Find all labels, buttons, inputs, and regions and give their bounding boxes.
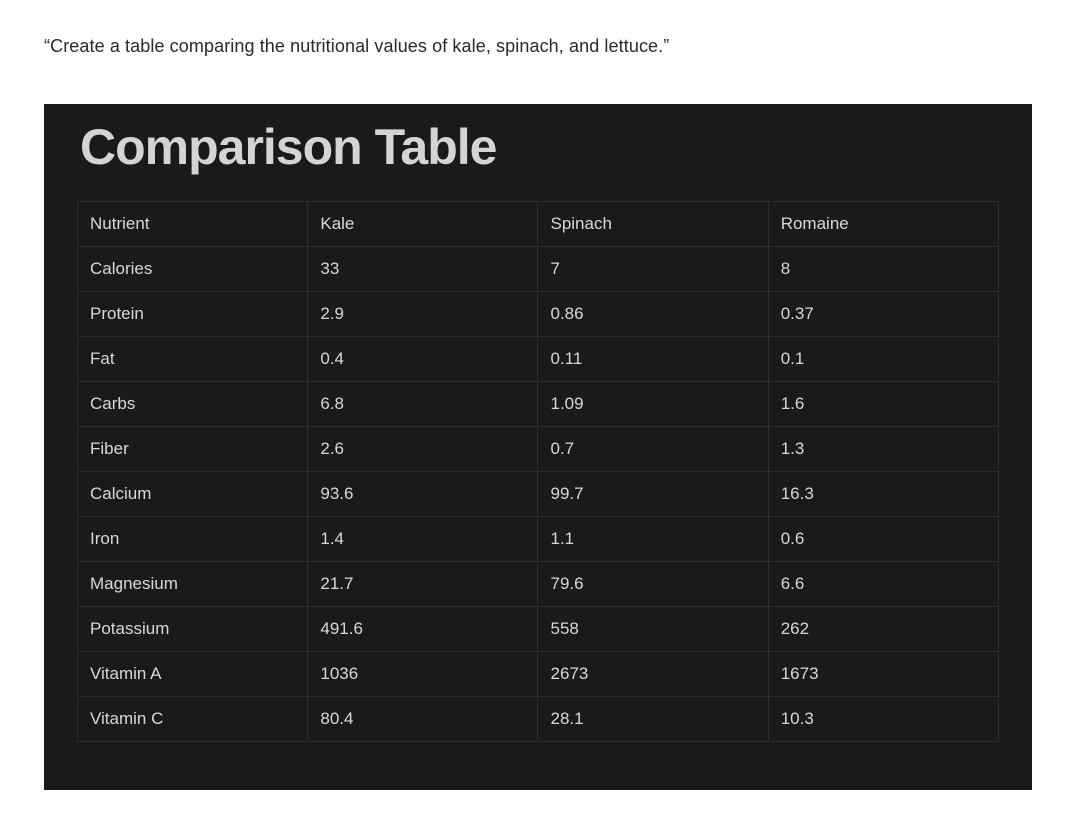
table-cell: 1.09 [537,381,769,427]
table-row: Potassium 491.6 558 262 [76,606,1000,652]
table-cell: 99.7 [537,471,769,517]
table-cell: 10.3 [767,696,1000,742]
header-row: Nutrient Kale Spinach Romaine [76,201,1000,247]
table-cell: 491.6 [307,606,539,652]
table-row: Calcium 93.6 99.7 16.3 [76,471,1000,517]
table-cell: 8 [767,246,1000,292]
table-cell: 558 [537,606,769,652]
table-cell: 1.1 [537,516,769,562]
table-cell: Potassium [76,606,309,652]
table-cell: 6.8 [307,381,539,427]
table-cell: 0.37 [767,291,1000,337]
table-row: Vitamin A 1036 2673 1673 [76,651,1000,697]
table-cell: 21.7 [307,561,539,607]
table-cell: 2.6 [307,426,539,472]
table-cell: 0.6 [767,516,1000,562]
header-cell: Kale [307,201,539,247]
user-prompt: “Create a table comparing the nutritiona… [44,36,670,56]
table-cell: 28.1 [537,696,769,742]
table-cell: Vitamin A [76,651,309,697]
table-cell: 16.3 [767,471,1000,517]
table-cell: 0.1 [767,336,1000,382]
table-row: Fiber 2.6 0.7 1.3 [76,426,1000,472]
table-cell: 1.6 [767,381,1000,427]
table-row: Calories 33 7 8 [76,246,1000,292]
table-row: Carbs 6.8 1.09 1.6 [76,381,1000,427]
table-cell: 6.6 [767,561,1000,607]
response-panel: Comparison Table Nutrient Kale Spinach Roma… [44,104,1032,790]
table-cell: 2.9 [307,291,539,337]
table-row: Fat 0.4 0.11 0.1 [76,336,1000,382]
table-cell: Vitamin C [76,696,309,742]
header-cell: Romaine [767,201,1000,247]
table-cell: 79.6 [537,561,769,607]
table-cell: 2673 [537,651,769,697]
header-cell: Spinach [537,201,769,247]
table-cell: 7 [537,246,769,292]
table-cell: Calcium [76,471,309,517]
table-cell: 0.7 [537,426,769,472]
table-cell: Carbs [76,381,309,427]
table-cell: Protein [76,291,309,337]
header-cell: Nutrient [76,201,309,247]
page-title: Comparison Table [80,119,497,175]
table-row: Magnesium 21.7 79.6 6.6 [76,561,1000,607]
table-cell: 1036 [307,651,539,697]
table-row: Protein 2.9 0.86 0.37 [76,291,1000,337]
comparison-table: Nutrient Kale Spinach Romaine Calories 33 7 8 Pr… [76,201,1000,742]
table-cell: Fiber [76,426,309,472]
table-cell: 1673 [767,651,1000,697]
table-cell: Calories [76,246,309,292]
table-cell: 262 [767,606,1000,652]
table-cell: 93.6 [307,471,539,517]
table-row: Vitamin C 80.4 28.1 10.3 [76,696,1000,742]
table-cell: 0.4 [307,336,539,382]
table-row: Iron 1.4 1.1 0.6 [76,516,1000,562]
table-cell: 0.86 [537,291,769,337]
table-cell: 1.3 [767,426,1000,472]
table-cell: 0.11 [537,336,769,382]
table-cell: 80.4 [307,696,539,742]
table-cell: Iron [76,516,309,562]
table-cell: 1.4 [307,516,539,562]
table-cell: Magnesium [76,561,309,607]
table-cell: 33 [307,246,539,292]
table-cell: Fat [76,336,309,382]
